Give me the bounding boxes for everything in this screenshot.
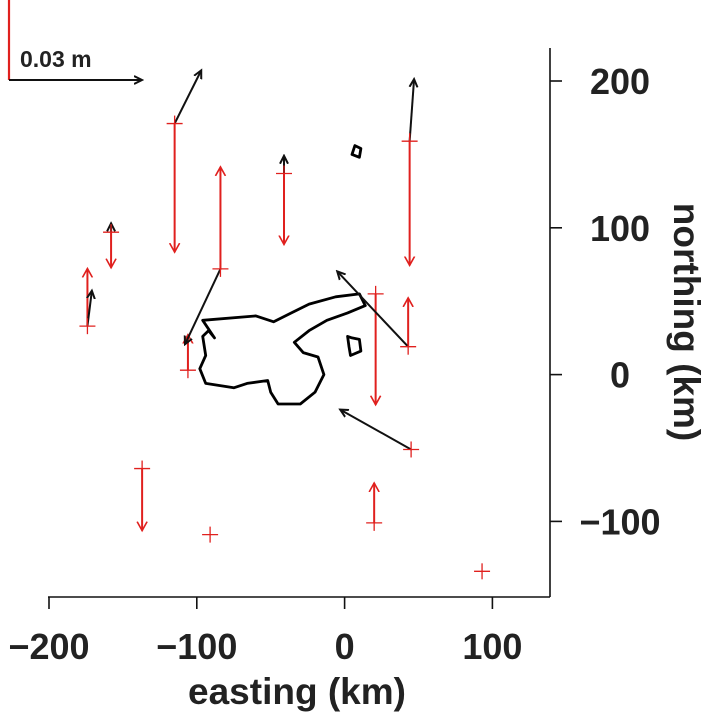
x-tick-label: −200	[8, 626, 89, 667]
y-tick-label: 200	[590, 61, 650, 102]
station-marker-layer	[79, 115, 491, 580]
horizontal-vector	[87, 291, 91, 327]
x-axis-label: easting (km)	[188, 671, 406, 712]
y-tick-label: 100	[590, 208, 650, 249]
scale-label: 0.03 m	[20, 46, 92, 72]
coastline-layer	[198, 144, 367, 406]
horizontal-vector	[337, 271, 409, 348]
y-axis: −100 0 100 200 northing (km)	[549, 48, 702, 597]
horizontal-vector	[173, 70, 202, 125]
horizontal-vector	[185, 268, 222, 344]
horizontal-vector	[340, 410, 412, 451]
scale-legend: 0.03 m	[7, 0, 142, 80]
coastline-0	[198, 292, 367, 406]
vertical-displacement-layer	[87, 123, 409, 531]
coastline-2	[346, 334, 363, 357]
horizontal-vector	[408, 79, 414, 142]
x-axis: −200 −100 0 100 easting (km)	[8, 596, 550, 712]
y-tick-label: 0	[610, 355, 630, 396]
y-axis-label: northing (km)	[666, 203, 702, 441]
horizontal-displacement-layer	[87, 70, 414, 451]
x-tick-label: 100	[462, 626, 522, 667]
y-tick-label: −100	[579, 501, 660, 542]
x-tick-label: −100	[156, 626, 237, 667]
x-tick-label: 0	[335, 626, 355, 667]
coastline-1	[350, 144, 363, 159]
